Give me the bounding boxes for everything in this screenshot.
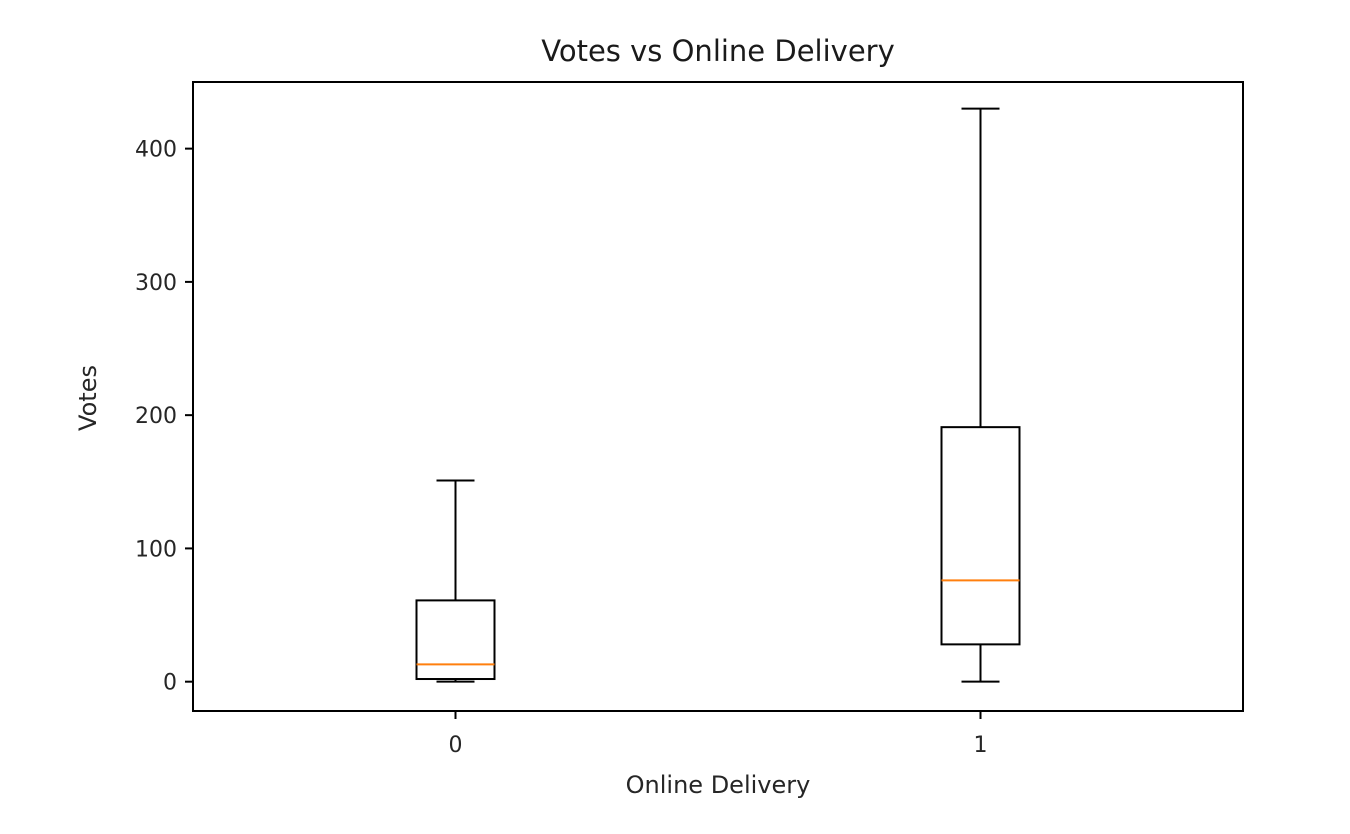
y-tick-label: 300 — [135, 271, 177, 296]
chart-title: Votes vs Online Delivery — [541, 34, 895, 68]
iqr-box — [940, 426, 1021, 646]
x-tick-label: 1 — [974, 733, 988, 758]
x-tick-label: 0 — [449, 733, 463, 758]
box-series — [415, 107, 1021, 683]
y-axis: 0 100 200 300 400 — [135, 138, 193, 696]
y-tick-label: 0 — [163, 671, 177, 696]
box-group-0 — [415, 479, 496, 683]
x-axis-title: Online Delivery — [626, 771, 811, 799]
iqr-box — [415, 599, 496, 681]
y-tick-label: 200 — [135, 404, 177, 429]
y-axis-title: Votes — [74, 365, 102, 431]
plot-area-frame — [192, 81, 1244, 712]
y-tick-label: 100 — [135, 537, 177, 562]
y-tick-label: 400 — [135, 138, 177, 163]
box-group-1 — [940, 107, 1021, 683]
